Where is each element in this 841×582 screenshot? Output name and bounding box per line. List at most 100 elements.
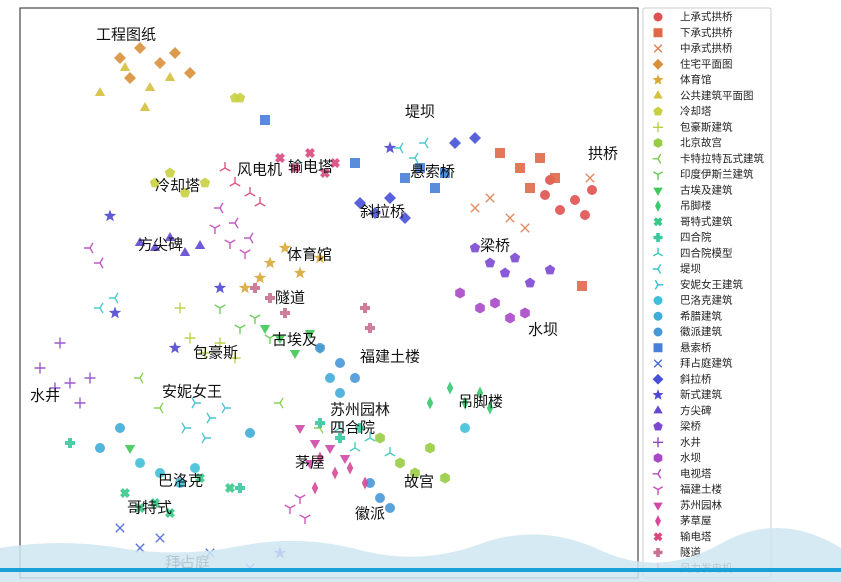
scatter-point [446, 381, 454, 395]
legend-marker [652, 247, 664, 257]
legend-marker [653, 421, 663, 431]
scatter-point [365, 478, 375, 488]
scatter-point [580, 210, 590, 220]
scatter-point [165, 508, 175, 518]
legend-label: 希腊建筑 [680, 309, 722, 322]
scatter-point [184, 332, 196, 344]
scatter-point [135, 458, 145, 468]
scatter-point [274, 397, 284, 409]
legend-label: 水坝 [680, 451, 701, 464]
scatter-point [335, 358, 345, 368]
scatter-point [199, 177, 211, 188]
scatter-point [274, 335, 286, 344]
legend-marker [653, 12, 663, 22]
scatter-point [425, 442, 435, 454]
scatter-point [214, 337, 226, 349]
legend-label: 苏州园林 [680, 498, 722, 511]
legend-label: 印度伊斯兰建筑 [680, 168, 754, 181]
legend-marker [653, 296, 663, 305]
scatter-point [440, 168, 450, 178]
cluster-label: 安妮女王 [162, 383, 222, 401]
scatter-point [484, 257, 496, 268]
legend-label: 梁桥 [680, 420, 701, 433]
legend-label: 电视塔 [680, 467, 712, 480]
scatter-point [383, 141, 397, 154]
scatter-point [509, 252, 521, 263]
scatter-point [169, 47, 181, 59]
scatter-point [535, 153, 545, 163]
scatter-point [315, 418, 325, 428]
scatter-point [154, 57, 166, 69]
scatter-point [95, 443, 105, 453]
cluster-label: 福建土楼 [360, 348, 420, 366]
scatter-point [155, 468, 165, 478]
legend-label: 北京故宫 [680, 136, 722, 149]
scatter-point [304, 460, 316, 469]
scatter-point [505, 312, 515, 324]
cluster-label: 工程图纸 [96, 26, 156, 44]
scatter-point [94, 302, 104, 314]
scatter-point [234, 92, 246, 103]
scatter-point [461, 396, 469, 410]
scatter-point [94, 257, 104, 269]
scatter-point [175, 478, 185, 488]
legend-marker [653, 343, 663, 353]
legend-label: 体育馆 [680, 73, 712, 86]
legend-label: 新式建筑 [680, 388, 722, 401]
scatter-point [84, 372, 96, 384]
legend-marker [652, 153, 662, 164]
scatter-point [316, 451, 324, 465]
scatter-point [364, 432, 376, 442]
scatter-point [249, 314, 261, 324]
scatter-point [134, 42, 146, 54]
legend-marker [653, 359, 663, 368]
scatter-point [294, 494, 306, 504]
scatter-point [305, 148, 315, 158]
scatter-point [190, 463, 200, 473]
cluster-label: 哥特式 [127, 499, 172, 517]
scatter-point [430, 183, 440, 193]
scatter-point [585, 173, 595, 183]
scatter-point [365, 323, 375, 333]
scatter-point [194, 240, 206, 249]
scatter-point [34, 362, 46, 374]
legend-label: 包豪斯建筑 [680, 120, 733, 133]
cluster-label: 堤坝 [405, 103, 435, 121]
scatter-point [294, 425, 306, 434]
scatter-point [324, 445, 336, 454]
cluster-label: 风电机 [237, 161, 282, 179]
scatter-point [475, 302, 485, 314]
scatter-point [555, 205, 565, 215]
progress-bar[interactable] [0, 568, 841, 572]
scatter-point [214, 304, 226, 314]
legend-marker [652, 389, 664, 400]
scatter-point [505, 213, 515, 223]
cluster-label: 隧道 [275, 289, 305, 307]
scatter-point [150, 498, 160, 508]
scatter-point [259, 325, 271, 334]
scatter-point [495, 148, 505, 158]
scatter-point [124, 72, 136, 84]
scatter-point [490, 297, 500, 309]
legend-label: 四合院 [680, 231, 712, 244]
scatter-point [250, 283, 260, 293]
scatter-point [499, 267, 511, 278]
scatter-point [219, 162, 231, 172]
scatter-point [206, 412, 216, 424]
scatter-point [426, 396, 434, 410]
scatter-point [244, 187, 256, 197]
scatter-point [384, 192, 396, 204]
scatter-point [168, 341, 182, 354]
scatter-point [49, 382, 61, 394]
scatter-point [135, 503, 145, 513]
legend-marker [653, 44, 663, 53]
scatter-point [375, 493, 385, 503]
legend-marker [655, 515, 661, 527]
legend-marker [652, 373, 664, 385]
scatter-point [325, 373, 335, 383]
legend-label: 茅草屋 [680, 515, 712, 527]
cluster-label: 吊脚楼 [458, 393, 503, 411]
scatter-point [476, 386, 484, 400]
scatter-point [299, 514, 311, 524]
